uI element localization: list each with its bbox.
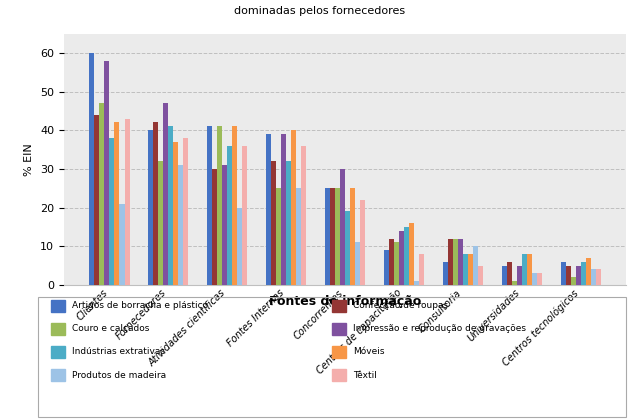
Bar [95,115,100,285]
Bar [340,169,345,285]
Bar [153,122,158,285]
Bar [389,238,394,285]
Text: Impressão e reprodução de gravações: Impressão e reprodução de gravações [353,324,526,334]
Bar [448,238,453,285]
Text: Indústrias extrativas: Indústrias extrativas [72,347,165,357]
Bar [207,127,212,285]
Bar [119,204,125,285]
Bar [560,262,566,285]
Bar [512,281,517,285]
Bar [183,138,189,285]
Bar [330,188,335,285]
Bar [355,242,360,285]
Bar [350,188,355,285]
Bar [217,127,222,285]
Text: Couro e calçados: Couro e calçados [72,324,149,334]
Bar [125,119,130,285]
Bar [458,238,463,285]
Bar [169,127,173,285]
Bar [173,142,178,285]
Bar [399,231,404,285]
Bar [453,238,458,285]
Text: Móveis: Móveis [353,347,384,357]
Bar [222,165,227,285]
Bar [532,273,537,285]
Bar [148,130,153,285]
Bar [271,161,276,285]
Bar [227,146,233,285]
Text: Confecção de roupas: Confecção de roupas [353,301,448,310]
Bar [581,262,585,285]
Bar [394,242,399,285]
Bar [537,273,542,285]
Bar [521,254,527,285]
Text: Artigos de borracha e plástico: Artigos de borracha e plástico [72,301,208,310]
Bar [414,281,419,285]
Text: Produtos de madeira: Produtos de madeira [72,370,166,380]
Bar [502,266,507,285]
Bar [596,269,601,285]
Bar [419,254,424,285]
Bar [100,103,105,285]
Bar [89,53,95,285]
Bar [158,161,164,285]
Bar [468,254,473,285]
Bar [517,266,521,285]
Bar [291,130,296,285]
Bar [590,269,596,285]
Bar [404,227,409,285]
Bar [237,207,242,285]
Bar [443,262,448,285]
Bar [109,138,114,285]
Bar [478,266,483,285]
Bar [164,103,169,285]
Bar [114,122,119,285]
Bar [281,134,286,285]
Text: Fontes de informação: Fontes de informação [269,295,421,308]
Bar [409,223,414,285]
Bar [266,134,271,285]
Bar [325,188,330,285]
Bar [566,266,571,285]
Bar [178,165,183,285]
Bar [576,266,581,285]
Bar [276,188,281,285]
Bar [527,254,532,285]
Bar [242,146,247,285]
Bar [105,61,109,285]
Bar [286,161,291,285]
Bar [233,127,237,285]
Bar [585,258,590,285]
Bar [571,277,576,285]
Bar [335,188,340,285]
Bar [296,188,301,285]
Bar [473,246,478,285]
Bar [463,254,468,285]
Bar [301,146,306,285]
Text: dominadas pelos fornecedores: dominadas pelos fornecedores [234,6,405,16]
Bar [507,262,512,285]
Bar [384,250,389,285]
Bar [360,200,365,285]
Bar [212,169,217,285]
Bar [345,212,350,285]
Text: Têxtil: Têxtil [353,370,376,380]
Y-axis label: % EIN: % EIN [24,143,35,176]
